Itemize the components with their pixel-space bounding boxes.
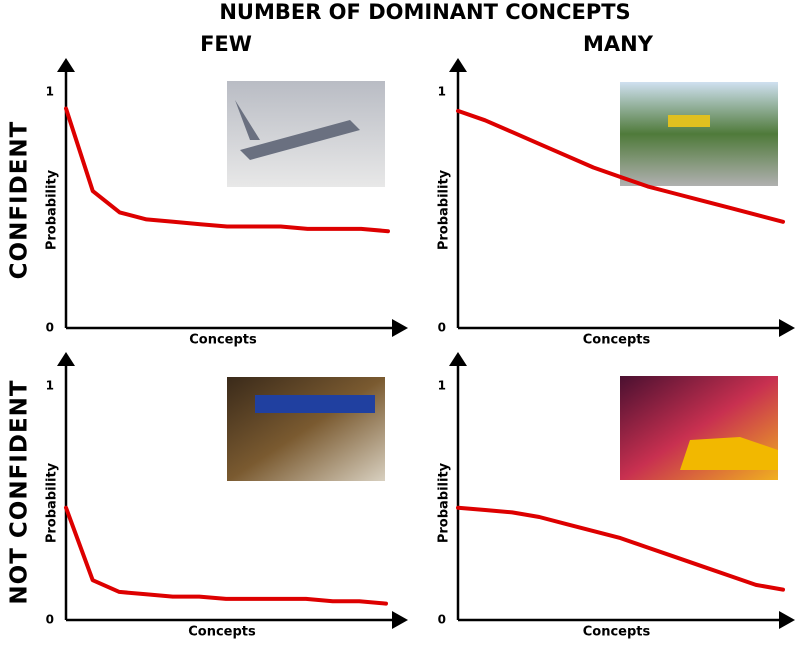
arrow-head: [57, 352, 75, 366]
arrow-head: [392, 611, 408, 629]
y-axis-label: Probability: [45, 462, 60, 543]
x-axis-label: Concepts: [188, 625, 256, 640]
column-label: FEW: [200, 32, 252, 56]
y-tick-label: 1: [46, 85, 54, 99]
y-axis-label: Probability: [437, 462, 452, 543]
x-axis-label: Concepts: [583, 625, 651, 640]
photo: [620, 82, 778, 186]
curve: [64, 505, 388, 606]
y-tick-label: 0: [438, 321, 446, 335]
arrow-head: [779, 611, 795, 629]
y-tick-label: 0: [438, 613, 446, 627]
row-label: CONFIDENT: [7, 121, 33, 280]
photo: [227, 377, 385, 481]
curve: [64, 106, 390, 234]
y-tick-label: 1: [46, 379, 54, 393]
arrow-head: [57, 58, 75, 72]
figure-title: NUMBER OF DOMINANT CONCEPTS: [219, 0, 630, 24]
y-tick-label: 1: [438, 85, 446, 99]
y-tick-label: 0: [46, 321, 54, 335]
row-label: NOT CONFIDENT: [7, 379, 33, 604]
x-axis-label: Concepts: [583, 333, 651, 348]
y-axis-label: Probability: [437, 169, 452, 250]
arrow-head: [392, 319, 408, 337]
x-axis-label: Concepts: [189, 333, 257, 348]
arrow-head: [779, 319, 795, 337]
arrow-head: [449, 352, 467, 366]
curve: [456, 108, 785, 224]
photo: [620, 376, 778, 480]
y-tick-label: 1: [438, 379, 446, 393]
curve: [456, 505, 785, 592]
y-axis-label: Probability: [45, 169, 60, 250]
column-label: MANY: [583, 32, 654, 56]
y-tick-label: 0: [46, 613, 54, 627]
arrow-head: [449, 58, 467, 72]
photo: [227, 81, 385, 187]
